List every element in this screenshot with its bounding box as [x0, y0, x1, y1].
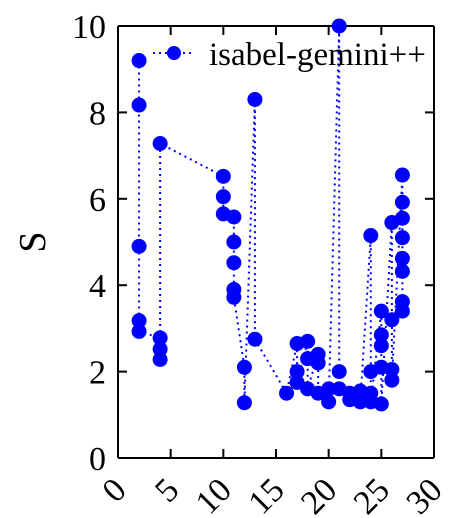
y-tick-label: 2	[89, 355, 106, 392]
series-layer	[131, 18, 410, 412]
data-point	[394, 303, 410, 319]
data-point	[384, 372, 400, 388]
data-point	[331, 364, 347, 380]
x-tick-label: 15	[241, 471, 291, 518]
x-tick-label: 20	[294, 471, 344, 518]
data-point	[373, 396, 389, 412]
y-tick-labels: 0 2 4 6 8 10	[72, 9, 106, 478]
data-point	[131, 313, 147, 329]
data-point	[321, 394, 337, 410]
plot-frame	[117, 25, 435, 459]
y-tick-label: 0	[89, 441, 106, 478]
data-point	[226, 255, 242, 271]
x-tick-label: 25	[347, 471, 397, 518]
legend-label: isabel-gemini++	[209, 37, 426, 73]
data-point	[384, 361, 400, 377]
data-point	[226, 209, 242, 225]
data-point	[363, 228, 379, 244]
data-point	[289, 364, 305, 380]
data-point	[152, 330, 168, 346]
data-point	[226, 289, 242, 305]
legend: isabel-gemini++	[153, 37, 426, 73]
series-line	[138, 25, 404, 405]
data-point	[131, 97, 147, 113]
y-axis-title: S	[12, 231, 54, 252]
data-point	[236, 395, 252, 411]
data-point	[384, 312, 400, 328]
data-point	[131, 323, 147, 339]
data-point	[236, 359, 252, 375]
x-tick-label: 30	[399, 471, 449, 518]
data-point	[352, 394, 368, 410]
data-point	[373, 338, 389, 354]
y-tick-label: 6	[89, 182, 106, 219]
data-point	[131, 53, 147, 69]
data-point	[394, 194, 410, 210]
data-point	[279, 385, 295, 401]
data-point	[373, 327, 389, 343]
data-point	[394, 263, 410, 279]
data-point	[394, 230, 410, 246]
data-point	[247, 331, 263, 347]
data-point	[131, 238, 147, 254]
data-point	[394, 250, 410, 266]
y-tick-label: 4	[89, 268, 106, 305]
x-tick-labels: 0 5 10 15 20 25 30	[95, 471, 449, 518]
data-point	[215, 189, 231, 205]
data-point	[152, 341, 168, 357]
data-point	[300, 333, 316, 349]
data-point	[321, 381, 337, 397]
axis-ticks	[117, 25, 435, 459]
data-point	[215, 168, 231, 184]
data-point	[373, 303, 389, 319]
legend-marker	[167, 46, 181, 60]
x-tick-label: 10	[189, 471, 239, 518]
data-point	[247, 91, 263, 107]
data-point	[310, 355, 326, 371]
y-tick-label: 8	[89, 95, 106, 132]
data-point	[394, 210, 410, 226]
data-point	[152, 136, 168, 152]
data-point	[394, 167, 410, 183]
data-point	[331, 18, 347, 34]
x-tick-label: 5	[148, 471, 186, 509]
y-tick-label: 10	[72, 9, 106, 46]
data-point	[152, 352, 168, 368]
data-point	[226, 234, 242, 250]
